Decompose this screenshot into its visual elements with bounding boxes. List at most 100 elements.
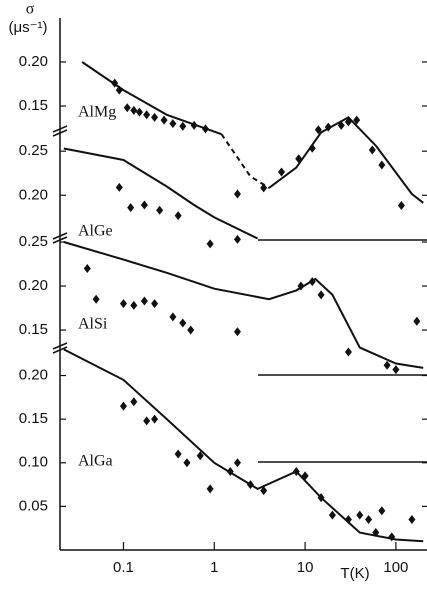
fit-line xyxy=(268,116,424,204)
panel-label: AlMg xyxy=(78,104,116,121)
data-point xyxy=(169,312,177,322)
data-point xyxy=(314,125,322,135)
data-point xyxy=(260,486,268,496)
data-point xyxy=(179,121,187,131)
data-point xyxy=(130,300,138,310)
x-axis-title: T(K) xyxy=(340,565,369,582)
data-point xyxy=(324,122,332,132)
data-point xyxy=(190,120,198,130)
data-point xyxy=(260,183,268,193)
y-axis-unit: (μs⁻¹) xyxy=(8,19,47,36)
data-point xyxy=(356,510,364,520)
data-point xyxy=(378,160,386,170)
data-point xyxy=(301,471,309,481)
data-point xyxy=(196,451,204,461)
data-point xyxy=(115,182,123,192)
y-tick-label: 0.05 xyxy=(19,497,48,514)
panel-label: AlGa xyxy=(78,453,113,470)
fit-line xyxy=(220,133,270,189)
data-point xyxy=(130,397,138,407)
data-point xyxy=(140,200,148,210)
data-point xyxy=(187,325,195,335)
data-point xyxy=(344,117,352,127)
data-point xyxy=(368,145,376,155)
data-point xyxy=(408,514,416,524)
fit-line xyxy=(81,61,222,136)
data-point xyxy=(123,103,131,113)
data-point xyxy=(156,205,164,215)
data-point xyxy=(151,414,159,424)
data-point xyxy=(174,211,182,221)
x-tick-label: 100 xyxy=(383,559,408,576)
data-point xyxy=(206,484,214,494)
data-point xyxy=(365,514,373,524)
y-tick-label: 0.10 xyxy=(19,454,48,471)
x-tick-label: 10 xyxy=(297,559,314,576)
data-point xyxy=(308,277,316,287)
y-tick-label: 0.15 xyxy=(19,321,48,338)
data-point xyxy=(83,263,91,273)
fit-line xyxy=(63,241,424,369)
data-point xyxy=(295,154,303,164)
data-point xyxy=(130,105,138,115)
data-point xyxy=(92,294,100,304)
data-point xyxy=(201,124,209,134)
data-point xyxy=(413,316,421,326)
data-point xyxy=(233,234,241,244)
data-point xyxy=(337,120,345,130)
data-point xyxy=(392,365,400,375)
data-point xyxy=(317,493,325,503)
data-point xyxy=(183,458,191,468)
y-tick-label: 0.20 xyxy=(19,277,48,294)
data-point xyxy=(119,401,127,411)
data-point xyxy=(292,466,300,476)
data-point xyxy=(383,360,391,370)
data-point xyxy=(169,119,177,129)
data-point xyxy=(140,296,148,306)
data-point xyxy=(328,510,336,520)
data-point xyxy=(297,281,305,291)
data-point xyxy=(397,200,405,210)
fit-line xyxy=(63,147,259,240)
data-point xyxy=(111,78,119,88)
data-point xyxy=(119,299,127,309)
x-tick-label: 0.1 xyxy=(113,559,134,576)
x-tick-label: 1 xyxy=(210,559,218,576)
panel-label: AlSi xyxy=(78,316,108,333)
data-point xyxy=(143,416,151,426)
y-tick-label: 0.20 xyxy=(19,367,48,384)
data-point xyxy=(344,347,352,357)
data-point xyxy=(278,167,286,177)
data-point xyxy=(246,480,254,490)
data-point xyxy=(372,528,380,538)
y-tick-label: 0.25 xyxy=(19,142,48,159)
y-tick-label: 0.20 xyxy=(19,53,48,70)
data-point xyxy=(206,239,214,249)
data-point xyxy=(151,299,159,309)
data-point xyxy=(388,532,396,542)
y-tick-label: 0.15 xyxy=(19,97,48,114)
data-point xyxy=(233,327,241,337)
data-point xyxy=(226,466,234,476)
data-point xyxy=(233,189,241,199)
data-point xyxy=(151,112,159,122)
y-tick-label: 0.25 xyxy=(19,233,48,250)
data-point xyxy=(179,318,187,328)
y-axis-title: σ xyxy=(26,1,35,18)
data-point xyxy=(174,449,182,459)
data-point xyxy=(353,115,361,125)
data-point xyxy=(233,458,241,468)
fit-line xyxy=(63,348,424,543)
axis-break xyxy=(52,232,68,244)
data-point xyxy=(160,115,168,125)
axis-breaks xyxy=(59,18,427,551)
data-point xyxy=(378,506,386,516)
y-tick-label: 0.15 xyxy=(19,410,48,427)
data-point xyxy=(135,107,143,117)
axis-break xyxy=(52,125,68,137)
axis-break xyxy=(52,342,68,354)
data-point xyxy=(143,110,151,120)
data-point xyxy=(127,203,135,213)
data-point xyxy=(317,290,325,300)
